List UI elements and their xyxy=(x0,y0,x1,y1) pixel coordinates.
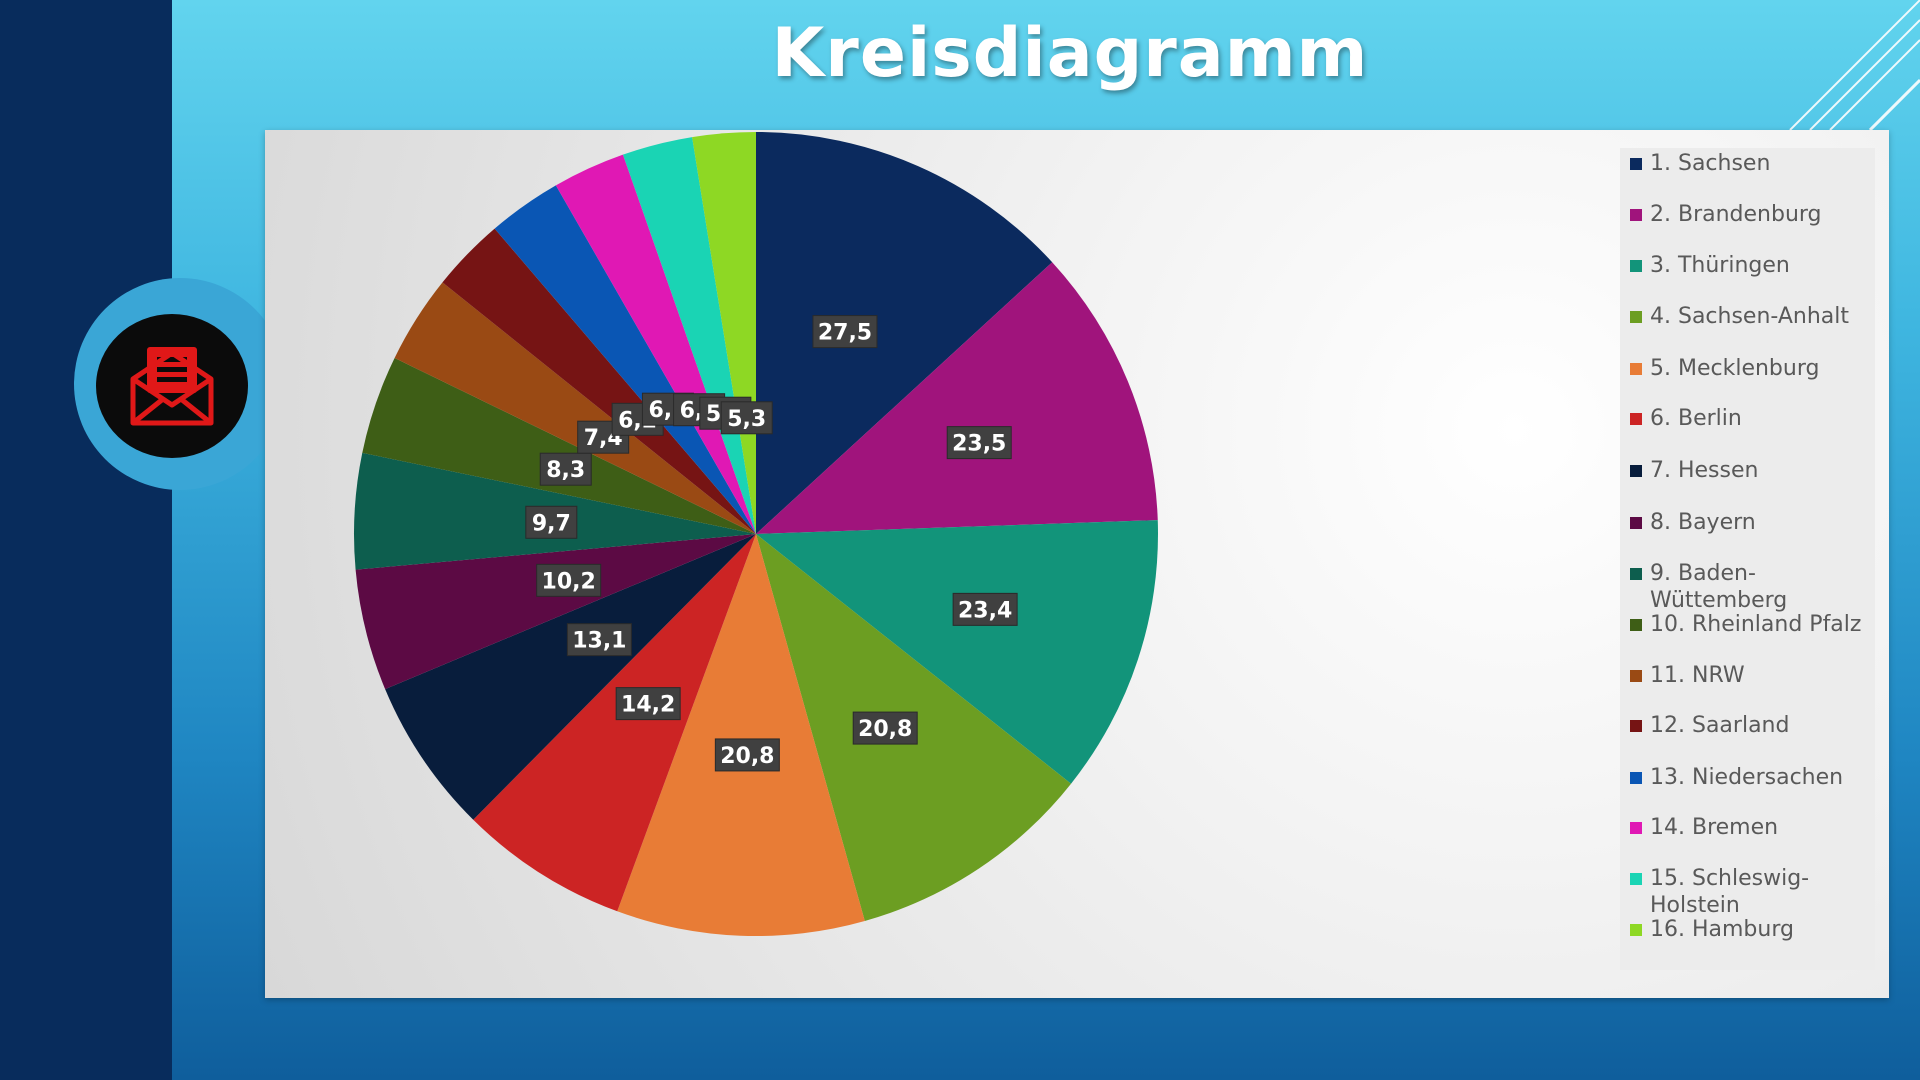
pie-slice xyxy=(756,520,1158,784)
legend-label: 5. Mecklenburg xyxy=(1650,356,1820,381)
svg-text:10,2: 10,2 xyxy=(542,569,596,594)
data-label: 23,4 xyxy=(952,592,1018,626)
data-label: 9,7 xyxy=(525,505,578,539)
pie-slice xyxy=(555,154,756,534)
pie-slice xyxy=(622,137,756,535)
decorative-stripes xyxy=(1789,0,1920,130)
svg-text:27,5: 27,5 xyxy=(818,321,872,346)
data-label: 10,2 xyxy=(536,563,602,597)
pie-chart: 27,5 23,5 23,4 20,8 20,8 14,2 13,1 10,2 9,7 8,3 7,… xyxy=(354,132,1158,936)
legend-label: 13. Niedersachen xyxy=(1650,765,1844,790)
legend-label: 12. Saarland xyxy=(1650,713,1790,738)
legend-swatch xyxy=(1630,260,1642,272)
pie-slice xyxy=(355,534,756,690)
legend-label: 11. NRW xyxy=(1650,663,1745,688)
svg-text:5,3: 5,3 xyxy=(727,407,766,432)
legend-label: 1. Sachsen xyxy=(1650,151,1771,176)
pie-slice xyxy=(473,534,756,912)
svg-text:14,2: 14,2 xyxy=(621,693,675,718)
pie-slice xyxy=(756,132,1053,534)
svg-text:20,8: 20,8 xyxy=(858,717,912,742)
legend-label: 9. Baden- Wüttemberg xyxy=(1650,561,1788,613)
legend-swatch xyxy=(1630,670,1642,682)
legend-swatch xyxy=(1630,465,1642,477)
legend-swatch xyxy=(1630,873,1642,885)
svg-text:20,8: 20,8 xyxy=(720,744,774,769)
pie-slice xyxy=(617,534,865,936)
legend-label: 7. Hessen xyxy=(1650,458,1759,483)
pie-slice xyxy=(494,185,756,534)
legend-label: 6. Berlin xyxy=(1650,406,1742,431)
legend-swatch xyxy=(1630,772,1642,784)
legend-swatch xyxy=(1630,822,1642,834)
data-label: 14,2 xyxy=(615,687,681,721)
legend-swatch xyxy=(1630,568,1642,580)
chart-legend: 1. Sachsen 2. Brandenburg 3. Thüringen 4. S… xyxy=(1620,148,1875,970)
pie-slice xyxy=(362,357,756,534)
data-label: 27,5 xyxy=(812,315,878,349)
legend-label: 10. Rheinland Pfalz xyxy=(1650,612,1862,637)
legend-swatch xyxy=(1630,363,1642,375)
legend-swatch xyxy=(1630,619,1642,631)
data-label: 23,5 xyxy=(946,426,1012,460)
legend-label: 8. Bayern xyxy=(1650,510,1756,535)
data-label: 6,2 xyxy=(611,402,664,436)
left-accent-band xyxy=(0,0,172,1080)
chart-panel: 27,5 23,5 23,4 20,8 20,8 14,2 13,1 10,2 9,7 8,3 7,… xyxy=(265,130,1889,998)
legend-label: 4. Sachsen-Anhalt xyxy=(1650,304,1850,329)
data-label: 20,8 xyxy=(714,738,780,772)
legend-label: 14. Bremen xyxy=(1650,815,1779,840)
pie-slice xyxy=(442,228,756,535)
slide-title: Kreisdiagramm xyxy=(771,14,1369,93)
legend-swatch xyxy=(1630,413,1642,425)
legend-label: 16. Hamburg xyxy=(1650,917,1794,942)
data-label: 20,8 xyxy=(852,711,918,745)
data-label: 7,4 xyxy=(577,420,630,454)
data-label: 13,1 xyxy=(566,623,632,657)
svg-text:9,7: 9,7 xyxy=(532,511,571,536)
legend-label: 3. Thüringen xyxy=(1650,253,1790,278)
svg-text:8,3: 8,3 xyxy=(546,458,585,483)
legend-swatch xyxy=(1630,517,1642,529)
legend-label: 2. Brandenburg xyxy=(1650,202,1822,227)
svg-text:23,5: 23,5 xyxy=(952,432,1006,457)
legend-swatch xyxy=(1630,158,1642,170)
data-label: 5,3 xyxy=(720,401,773,435)
envelope-letter-icon xyxy=(130,347,214,426)
legend-swatch xyxy=(1630,720,1642,732)
legend-label: 15. Schleswig- Holstein xyxy=(1650,866,1810,918)
svg-text:23,4: 23,4 xyxy=(958,598,1012,623)
pie-slice xyxy=(385,534,756,820)
pie-slice xyxy=(756,262,1158,534)
pie-slice xyxy=(394,282,756,534)
icon-badge xyxy=(96,314,248,458)
legend-swatch xyxy=(1630,924,1642,936)
legend-swatch xyxy=(1630,209,1642,221)
data-label: 8,3 xyxy=(539,452,592,486)
svg-text:13,1: 13,1 xyxy=(572,629,626,654)
legend-swatch xyxy=(1630,311,1642,323)
